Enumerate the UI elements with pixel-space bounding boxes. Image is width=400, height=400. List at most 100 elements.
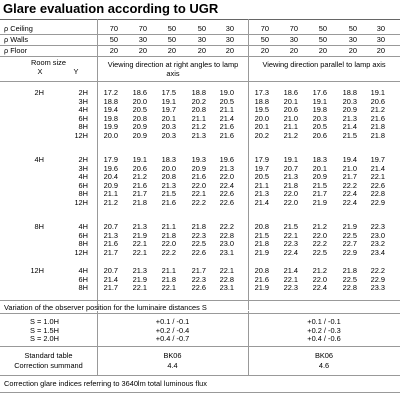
ugr-value: 21.2 [283,131,298,140]
reflectance-value: 20 [109,46,118,55]
room-y: 2H [78,88,88,97]
reflectance-value: 50 [197,24,206,33]
ugr-value: 21.8 [132,198,147,207]
ugr-value: 22.4 [342,198,357,207]
divider [0,19,400,20]
reflectance-value: 20 [197,46,206,55]
room-size-x-label: X [37,67,43,76]
ugr-value: 20.5 [132,105,147,115]
reflectance-value: 50 [167,24,176,33]
divider [0,346,400,347]
ugr-value: 19.8 [103,113,118,123]
reflectance-value: 20 [138,46,147,55]
ugr-value: 21.6 [161,198,176,207]
ugr-value: 21.3 [161,180,176,190]
ugr-value: 17.9 [254,155,269,164]
ugr-value: 21.4 [342,122,357,132]
ugr-value: 19.1 [132,155,147,164]
ugr-value: 21.8 [191,222,206,231]
reflectance-value: 30 [289,35,298,44]
ugr-value: 21.8 [283,180,298,190]
room-y: 12H [74,198,88,207]
variation-right: +0.2 / -0.4 [155,325,190,335]
ugr-value: 18.3 [161,155,176,164]
divider [97,19,98,310]
ugr-value: 20.5 [312,122,327,132]
reflectance-value: 30 [376,24,385,33]
ugr-value: 21.1 [161,222,176,231]
reflectance-value: 30 [225,24,234,33]
ugr-value: 20.0 [132,96,147,106]
ugr-value: 21.9 [132,274,147,284]
variation-s: S = 1.0H [30,317,59,326]
ugr-value: 20.9 [191,163,206,173]
ugr-value: 21.8 [370,131,385,140]
ugr-value: 21.8 [370,122,385,132]
ugr-value: 22.4 [283,247,298,257]
view-right-header: Viewing direction at right angles to lam… [107,60,239,78]
ugr-value: 20.2 [254,131,269,140]
ugr-value: 20.8 [254,222,269,231]
ugr-value: 20.0 [103,131,118,140]
ugr-value: 23.1 [219,283,234,293]
ugr-value: 20.7 [103,266,118,275]
variation-right: +0.4 / -0.7 [155,334,190,344]
ugr-value: 21.8 [161,230,176,240]
ugr-value: 22.2 [219,222,234,231]
ugr-value: 18.3 [312,155,327,164]
ugr-value: 20.8 [161,172,176,182]
ugr-value: 21.9 [132,230,147,240]
ugr-value: 22.6 [370,180,385,190]
ugr-value: 20.3 [161,131,176,140]
divider [97,311,98,375]
ugr-value: 19.4 [103,105,118,115]
room-size-y-label: Y [73,67,79,76]
reflectance-value: 20 [225,46,234,55]
ugr-value: 21.1 [219,105,234,115]
ugr-value: 20.6 [283,105,298,115]
ugr-value: 20.0 [254,113,269,123]
ugr-value: 21.2 [370,105,385,115]
room-y: 6H [78,113,88,123]
room-size-label: Room size [31,58,66,67]
ugr-value: 21.4 [254,198,269,207]
ugr-value: 22.6 [191,283,206,293]
ugr-value: 22.4 [342,189,357,199]
reflectance-value: 30 [225,35,234,44]
ugr-value: 21.6 [191,172,206,182]
ugr-value: 21.5 [254,230,269,240]
reflectance-value: 20 [376,46,385,55]
ugr-value: 22.3 [191,230,206,240]
ugr-value: 19.4 [342,155,357,164]
ugr-value: 21.8 [342,266,357,275]
ugr-value: 23.0 [219,239,234,249]
ugr-value: 21.7 [103,283,118,293]
ugr-value: 22.0 [283,198,298,207]
ugr-value: 21.7 [191,266,206,275]
correction-parallel: 4.6 [318,361,330,370]
ugr-value: 22.3 [370,222,385,231]
ugr-value: 17.9 [103,155,118,164]
ugr-value: 17.3 [254,88,269,97]
room-x: 12H [30,266,44,275]
reflectance-value: 20 [167,46,176,55]
ugr-value: 18.8 [342,88,357,97]
room-y: 6H [78,230,88,240]
room-y: 4H [78,266,88,275]
room-y: 2H [78,155,88,164]
ugr-value: 20.9 [132,131,147,140]
reflectance-value: 20 [318,46,327,55]
reflectance-value: 50 [348,24,357,33]
room-y: 8H [78,189,88,199]
ugr-value: 22.3 [283,239,298,249]
ugr-value: 18.8 [191,88,206,97]
ugr-value: 19.0 [219,88,234,97]
ugr-value: 21.3 [283,172,298,182]
ugr-value: 21.4 [370,163,385,173]
ugr-value: 22.4 [312,283,327,293]
footer-note: Correction glare indices referring to 36… [4,379,207,388]
reflectance-label: ρ Walls [4,35,29,44]
ugr-value: 22.0 [312,230,327,240]
ugr-value: 21.2 [312,266,327,275]
room-y: 12H [74,131,88,140]
